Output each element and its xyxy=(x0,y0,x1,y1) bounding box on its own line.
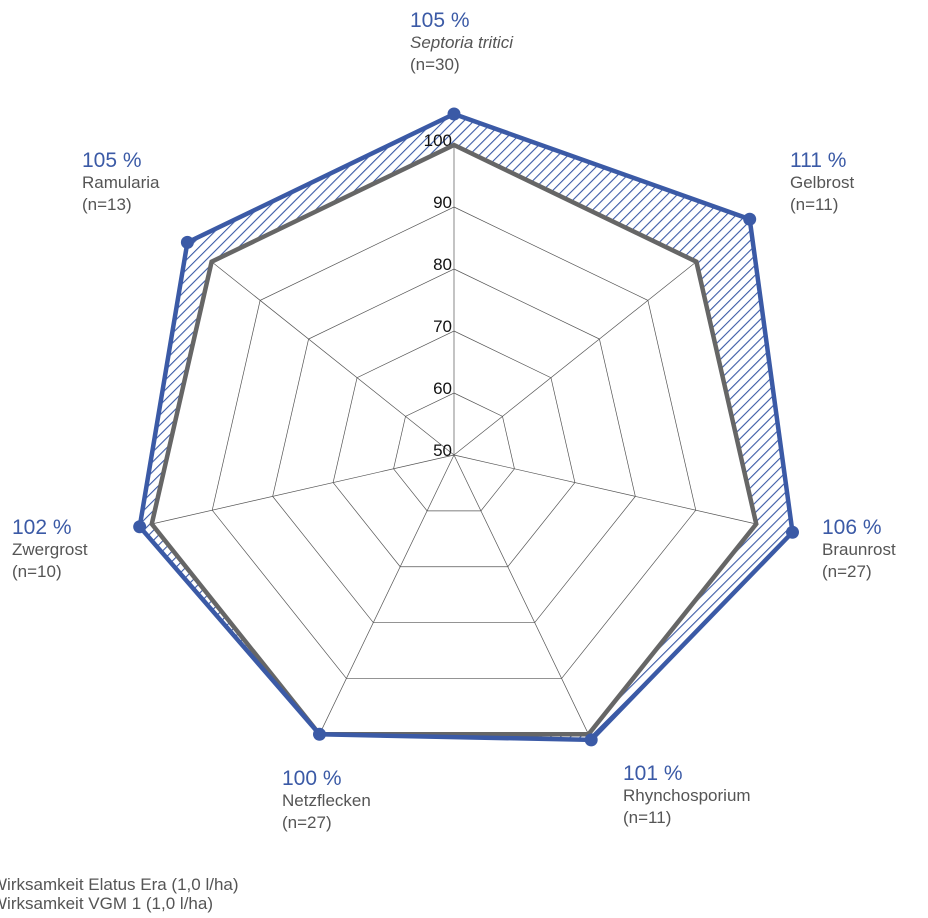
r-tick-label: 50 xyxy=(433,441,452,460)
data-point xyxy=(785,525,799,539)
count-label: (n=27) xyxy=(282,813,332,832)
value-label: 106 % xyxy=(822,516,882,539)
category-label: Gelbrost xyxy=(790,173,855,192)
category-label: Braunrost xyxy=(822,540,896,559)
value-label: 111 % xyxy=(790,149,846,172)
category-label: Netzflecken xyxy=(282,791,371,810)
category-label: Zwergrost xyxy=(12,540,88,559)
value-label: 100 % xyxy=(282,767,342,790)
series-line xyxy=(149,142,759,737)
count-label: (n=11) xyxy=(623,808,671,827)
data-point xyxy=(133,520,147,534)
count-label: (n=30) xyxy=(410,55,460,74)
r-tick-label: 90 xyxy=(433,193,452,212)
series-line xyxy=(137,111,795,743)
data-point xyxy=(743,212,757,226)
spoke xyxy=(151,454,455,525)
data-point xyxy=(180,235,194,249)
data-point xyxy=(584,733,598,747)
spoke xyxy=(453,454,589,735)
grid-ring xyxy=(211,206,697,679)
count-label: (n=10) xyxy=(12,562,62,581)
spoke xyxy=(453,261,697,456)
spoke xyxy=(319,454,455,735)
spoke xyxy=(453,454,757,525)
grid-ring xyxy=(272,268,636,623)
value-label: 102 % xyxy=(12,516,72,539)
legend-label: Wirksamkeit VGM 1 (1,0 l/ha) xyxy=(0,894,213,913)
legend-label: Wirksamkeit Elatus Era (1,0 l/ha) xyxy=(0,875,239,894)
count-label: (n=27) xyxy=(822,562,872,581)
r-tick-label: 80 xyxy=(433,255,452,274)
r-tick-label: 100 xyxy=(424,131,452,150)
category-label: Ramularia xyxy=(82,173,160,192)
count-label: (n=11) xyxy=(790,195,838,214)
value-label: 105 % xyxy=(410,9,470,32)
r-tick-label: 60 xyxy=(433,379,452,398)
grid-ring xyxy=(393,392,515,512)
data-point xyxy=(312,727,326,741)
category-label: Septoria tritici xyxy=(410,33,514,52)
r-tick-label: 70 xyxy=(433,317,452,336)
value-label: 101 % xyxy=(623,762,683,785)
spoke xyxy=(211,261,455,456)
value-label: 105 % xyxy=(82,149,142,172)
category-label: Rhynchosporium xyxy=(623,786,751,805)
count-label: (n=13) xyxy=(82,195,132,214)
grid-ring xyxy=(332,330,576,568)
data-point xyxy=(447,107,461,121)
